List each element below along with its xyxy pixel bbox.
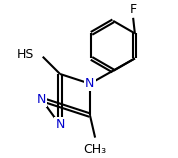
Text: HS: HS — [17, 49, 34, 61]
Text: N: N — [85, 77, 95, 90]
Text: F: F — [130, 3, 137, 16]
Text: N: N — [37, 93, 46, 106]
Text: CH₃: CH₃ — [83, 143, 107, 156]
Text: N: N — [55, 118, 65, 131]
